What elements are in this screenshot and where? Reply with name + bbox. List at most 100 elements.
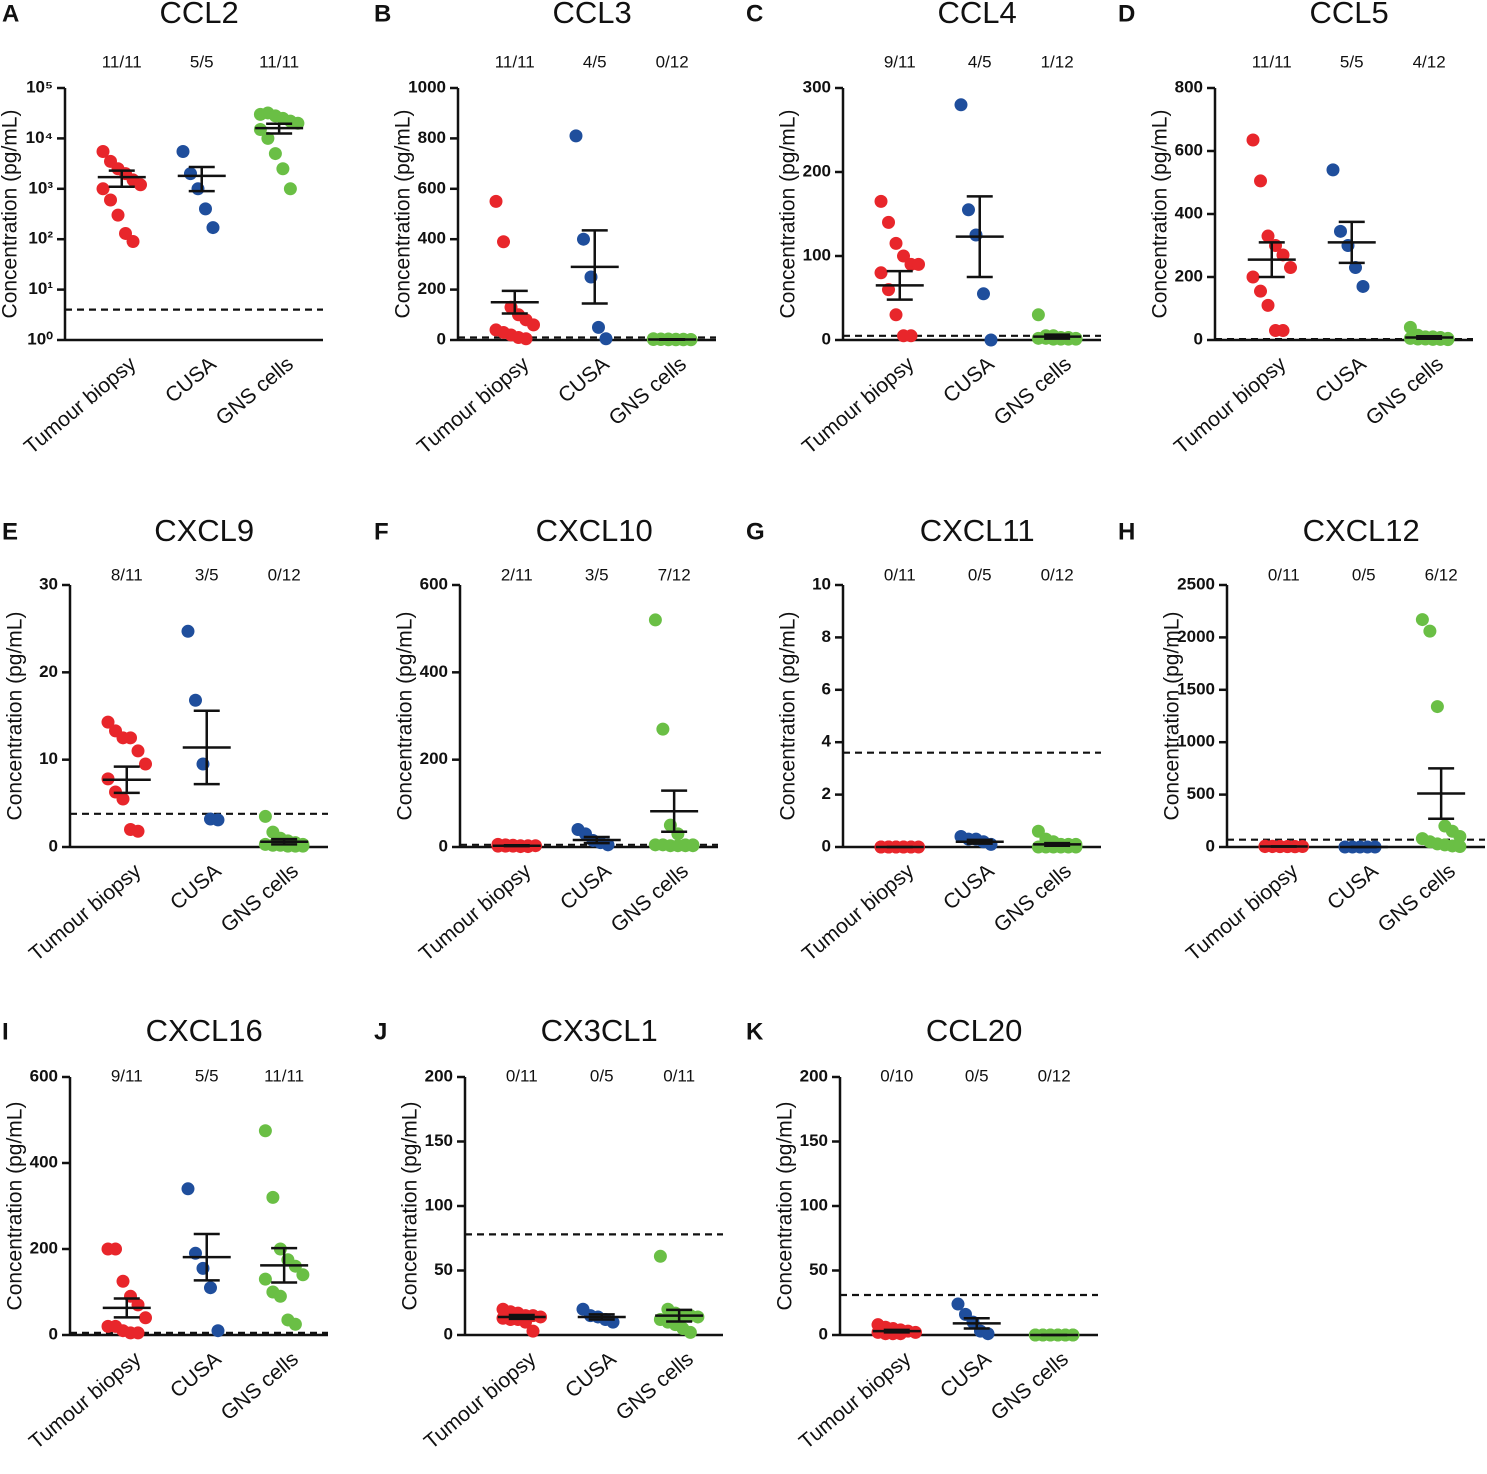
data-point: [131, 1326, 145, 1340]
data-point: [296, 1268, 310, 1282]
count-label: 4/5: [583, 52, 607, 71]
data-point: [904, 329, 918, 343]
data-point: [288, 1317, 302, 1331]
data-point: [874, 266, 888, 280]
x-tick-label: CUSA: [161, 352, 220, 407]
y-tick-label: 400: [30, 1152, 58, 1171]
x-tick-label: GNS cells: [1362, 352, 1448, 430]
x-tick-label: CUSA: [1311, 352, 1370, 407]
count-label: 9/11: [884, 52, 916, 71]
count-label: 1/12: [1041, 52, 1074, 71]
y-tick-label: 800: [1175, 77, 1203, 96]
y-tick-label: 500: [1187, 784, 1215, 803]
y-tick-label: 400: [420, 662, 448, 681]
y-axis-label: Concentration (pg/mL): [777, 612, 800, 821]
count-label: 0/11: [884, 565, 916, 584]
data-point: [116, 1274, 130, 1288]
x-tick-label: Tumour biopsy: [798, 352, 919, 459]
y-tick-label: 0: [49, 1324, 58, 1343]
y-tick-label: 0: [444, 1324, 453, 1343]
x-tick-label: Tumour biopsy: [413, 352, 534, 459]
count-label: 0/11: [1268, 565, 1300, 584]
data-point: [101, 715, 115, 729]
data-point: [124, 731, 138, 745]
data-point: [203, 1281, 217, 1295]
data-point: [1284, 261, 1298, 275]
count-label: 6/12: [1425, 565, 1458, 584]
data-point: [683, 1325, 697, 1339]
count-label: 7/12: [658, 565, 691, 584]
data-point: [976, 287, 990, 301]
data-point: [656, 722, 670, 736]
count-label: 9/11: [111, 1066, 143, 1085]
count-label: 0/12: [268, 565, 301, 584]
panel-title: CXCL11: [920, 513, 1035, 548]
x-tick-label: CUSA: [166, 1347, 225, 1402]
panel-letter: K: [746, 1018, 764, 1045]
data-point: [96, 182, 110, 196]
x-tick-label: GNS cells: [217, 859, 303, 937]
data-point: [897, 249, 911, 263]
count-label: 11/11: [495, 52, 535, 71]
data-point: [206, 221, 220, 235]
y-tick-label: 400: [418, 229, 446, 248]
y-axis-label: Concentration (pg/mL): [394, 612, 417, 821]
count-label: 11/11: [264, 1066, 304, 1085]
data-point: [889, 308, 903, 322]
y-tick-label: 10³: [28, 178, 53, 197]
data-point: [1430, 700, 1444, 714]
y-tick-label: 200: [803, 161, 831, 180]
count-label: 0/12: [1041, 565, 1074, 584]
y-tick-label: 10: [812, 574, 831, 593]
y-tick-label: 200: [800, 1066, 828, 1085]
y-tick-label: 20: [39, 662, 58, 681]
panel-title: CCL5: [1310, 0, 1389, 30]
count-label: 0/11: [663, 1066, 695, 1085]
y-tick-label: 600: [418, 178, 446, 197]
x-tick-label: GNS cells: [987, 1347, 1073, 1425]
data-point: [601, 838, 615, 852]
y-tick-label: 100: [425, 1195, 453, 1214]
y-tick-label: 0: [822, 329, 831, 348]
data-point: [116, 792, 130, 806]
y-tick-label: 10⁵: [26, 77, 53, 96]
y-tick-label: 800: [418, 128, 446, 147]
data-point: [1441, 333, 1455, 347]
y-tick-label: 0: [822, 836, 831, 855]
y-tick-label: 600: [30, 1066, 58, 1085]
y-tick-label: 10²: [28, 229, 53, 248]
y-tick-label: 200: [30, 1238, 58, 1257]
data-point: [984, 333, 998, 347]
data-point: [1276, 248, 1290, 262]
data-point: [188, 693, 202, 707]
y-axis-label: Concentration (pg/mL): [392, 110, 415, 319]
error-bar: [188, 165, 215, 193]
y-tick-label: 200: [418, 279, 446, 298]
count-label: 5/5: [190, 52, 214, 71]
data-point: [1254, 174, 1268, 188]
x-tick-label: CUSA: [1323, 859, 1382, 914]
count-label: 0/10: [880, 1066, 913, 1085]
panel-letter: B: [374, 0, 391, 27]
data-point: [283, 182, 297, 196]
y-tick-label: 50: [434, 1260, 453, 1279]
y-tick-label: 1000: [1177, 732, 1215, 751]
x-tick-label: CUSA: [939, 352, 998, 407]
data-point: [1423, 624, 1437, 638]
error-bar: [108, 169, 135, 188]
data-point: [253, 123, 267, 137]
x-tick-label: Tumour biopsy: [1182, 859, 1303, 966]
x-tick-label: GNS cells: [217, 1347, 303, 1425]
data-point: [1453, 839, 1467, 853]
data-point: [176, 144, 190, 158]
data-point: [1031, 308, 1045, 322]
count-label: 3/5: [195, 565, 219, 584]
count-label: 5/5: [195, 1066, 219, 1085]
data-point: [519, 332, 533, 346]
x-tick-label: Tumour biopsy: [20, 352, 141, 459]
y-tick-label: 10¹: [28, 279, 53, 298]
count-label: 11/11: [102, 52, 142, 71]
x-tick-label: Tumour biopsy: [795, 1347, 916, 1454]
count-label: 4/5: [968, 52, 992, 71]
